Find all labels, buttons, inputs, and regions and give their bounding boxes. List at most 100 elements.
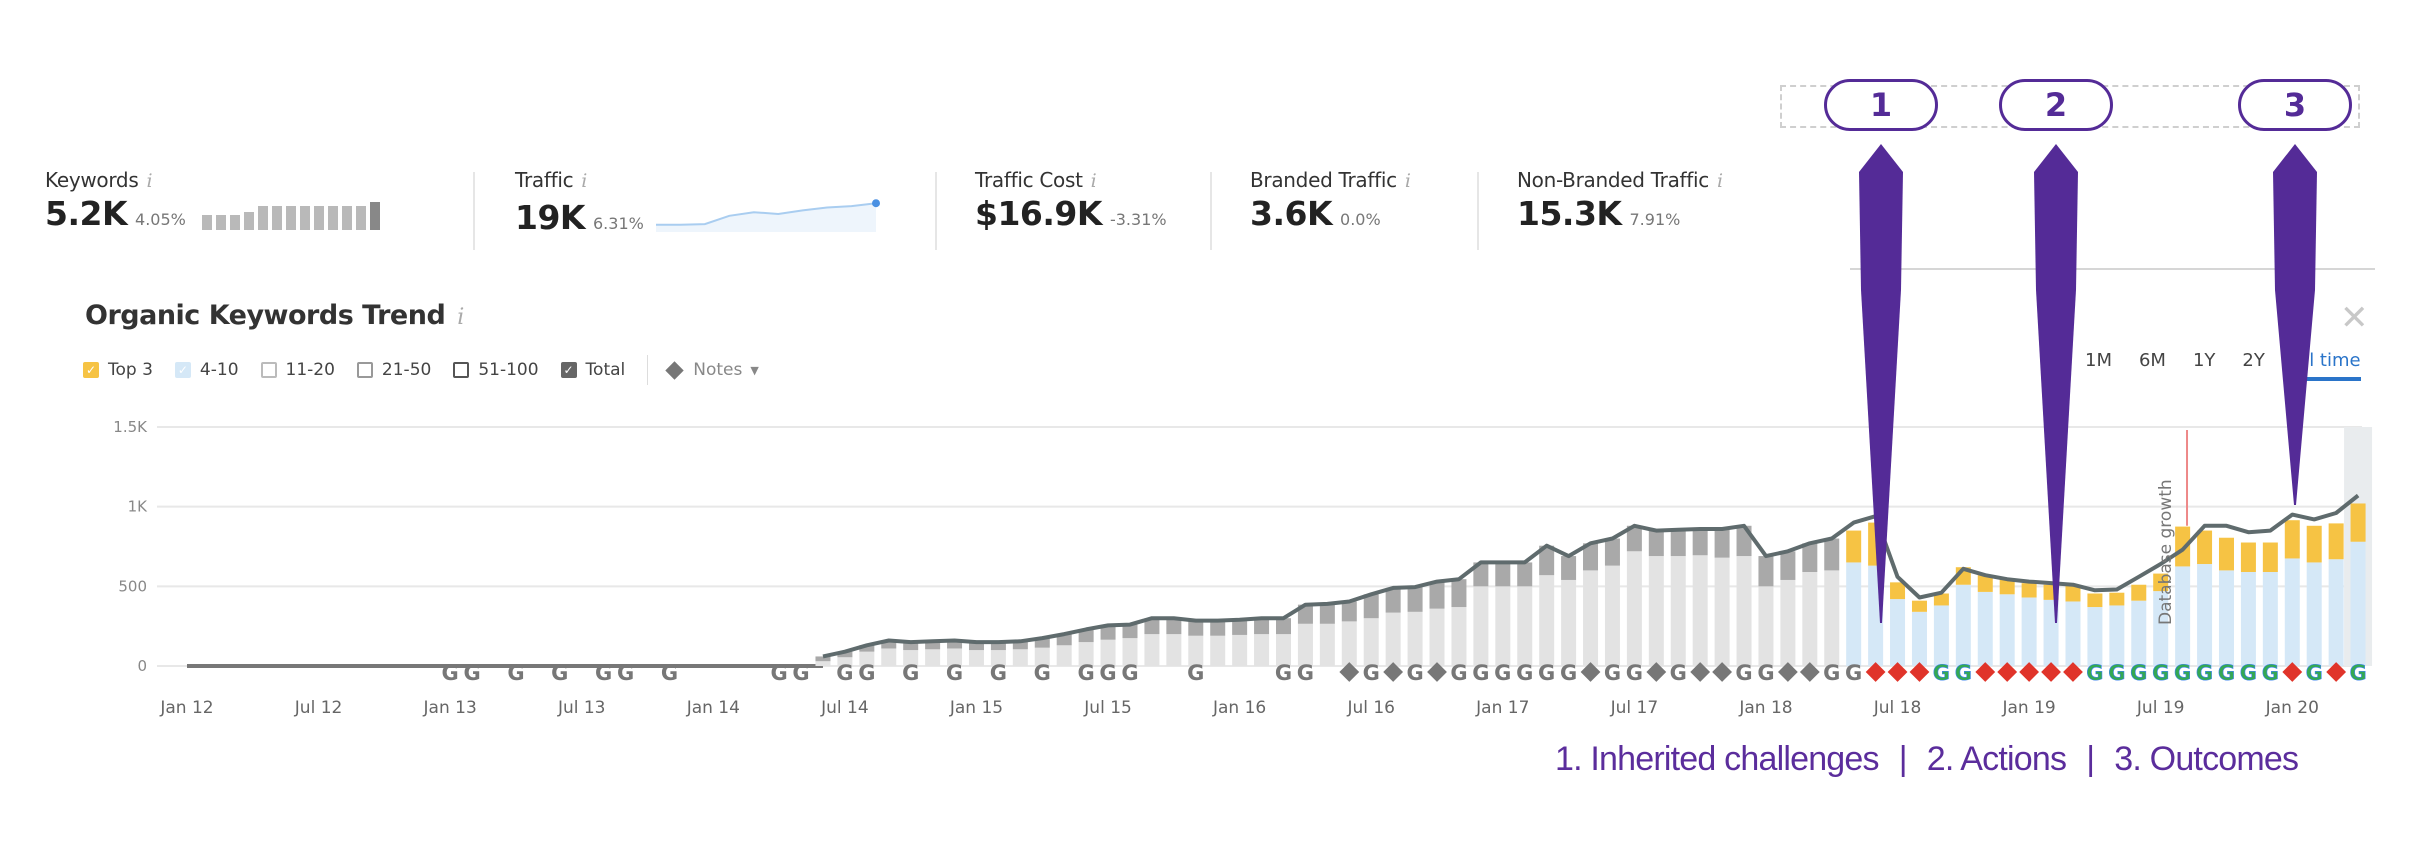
legend-4-10[interactable]: ✓ 4-10 — [174, 360, 239, 380]
close-icon[interactable]: ✕ — [2340, 298, 2369, 338]
google-update-marker[interactable]: G — [1187, 661, 1204, 685]
bar-other-light[interactable] — [1451, 607, 1467, 666]
bar-other-dark[interactable] — [815, 656, 831, 662]
bar-other-light[interactable] — [1144, 634, 1160, 666]
bar-other-dark[interactable] — [859, 645, 875, 652]
google-update-marker[interactable]: G — [442, 661, 459, 685]
bar-4-10[interactable] — [2109, 605, 2125, 666]
bar-4-10[interactable] — [1933, 605, 1949, 666]
bar-top3[interactable] — [2153, 573, 2169, 592]
google-update-marker[interactable]: G — [1099, 661, 1116, 685]
legend-11-20[interactable]: 11-20 — [260, 360, 335, 380]
google-update-marker[interactable]: G — [1297, 661, 1314, 685]
period-1y[interactable]: 1Y — [2192, 350, 2216, 371]
bar-other-light[interactable] — [1232, 634, 1248, 666]
bar-other-dark[interactable] — [1122, 624, 1138, 639]
bar-other-dark[interactable] — [1078, 629, 1094, 643]
bar-4-10[interactable] — [2328, 559, 2344, 666]
bar-other-light[interactable] — [1341, 621, 1357, 666]
bar-other-light[interactable] — [1583, 570, 1599, 666]
bar-other-light[interactable] — [1385, 612, 1401, 666]
bar-other-dark[interactable] — [968, 642, 984, 651]
checkbox-icon[interactable] — [453, 362, 470, 378]
bar-other-light[interactable] — [1078, 642, 1094, 666]
metric-non-branded-traffic[interactable]: Non-Branded Traffic i 15.3K 7.91% — [1517, 168, 1723, 232]
bar-top3[interactable] — [1890, 582, 1906, 600]
bar-other-dark[interactable] — [1517, 562, 1533, 587]
bar-4-10[interactable] — [2284, 558, 2300, 666]
bar-other-dark[interactable] — [903, 642, 919, 651]
bar-4-10[interactable] — [1955, 584, 1971, 666]
notes-dropdown[interactable]: Notes ▼ — [665, 360, 759, 380]
legend-total[interactable]: ✓ Total — [560, 360, 625, 380]
bar-other-light[interactable] — [947, 648, 963, 666]
bar-other-light[interactable] — [1363, 618, 1379, 666]
google-update-marker[interactable]: G — [1078, 661, 1095, 685]
bar-other-light[interactable] — [1517, 586, 1533, 666]
bar-other-dark[interactable] — [1583, 543, 1599, 571]
note-diamond-marker[interactable] — [1383, 662, 1404, 682]
bar-other-light[interactable] — [1254, 634, 1270, 666]
bar-other-light[interactable] — [968, 650, 984, 666]
google-update-marker[interactable]: G — [1823, 661, 1840, 685]
google-update-marker[interactable]: G — [1516, 661, 1533, 685]
bar-4-10[interactable] — [2175, 566, 2191, 666]
bar-other-light[interactable] — [1692, 555, 1708, 666]
bar-other-dark[interactable] — [925, 641, 941, 650]
bar-4-10[interactable] — [2087, 607, 2103, 666]
bar-top3[interactable] — [2328, 523, 2344, 560]
google-update-marker[interactable]: G — [595, 661, 612, 685]
bar-other-light[interactable] — [1539, 575, 1555, 666]
google-update-marker[interactable]: G — [551, 661, 568, 685]
info-icon[interactable]: i — [1717, 170, 1723, 192]
note-diamond-marker[interactable] — [2326, 662, 2347, 682]
bar-other-dark[interactable] — [1626, 525, 1642, 552]
bar-other-dark[interactable] — [1254, 618, 1270, 635]
bar-top3[interactable] — [2065, 585, 2081, 602]
bar-top3[interactable] — [2197, 530, 2213, 565]
bar-other-dark[interactable] — [1407, 587, 1423, 612]
google-update-marker[interactable]: G — [770, 661, 787, 685]
note-diamond-marker[interactable] — [1909, 662, 1930, 682]
metric-traffic-cost[interactable]: Traffic Cost i $16.9K -3.31% — [975, 168, 1167, 232]
google-update-marker[interactable]: G — [1845, 661, 1862, 685]
bar-other-light[interactable] — [815, 661, 831, 666]
bar-4-10[interactable] — [2240, 571, 2256, 666]
bar-other-light[interactable] — [1670, 556, 1686, 666]
google-update-marker[interactable]: G — [1275, 661, 1292, 685]
google-update-marker[interactable]: G — [617, 661, 634, 685]
bar-other-dark[interactable] — [1144, 618, 1160, 635]
bar-other-dark[interactable] — [1012, 641, 1028, 650]
bar-top3[interactable] — [2109, 592, 2125, 606]
note-diamond-marker[interactable] — [1777, 662, 1798, 682]
google-update-marker[interactable]: G — [2349, 661, 2367, 686]
bar-other-dark[interactable] — [837, 651, 853, 658]
bar-other-dark[interactable] — [1319, 603, 1335, 624]
bar-other-light[interactable] — [1714, 557, 1730, 666]
note-diamond-marker[interactable] — [1690, 662, 1711, 682]
bar-4-10[interactable] — [2131, 600, 2147, 666]
bar-other-light[interactable] — [1210, 635, 1226, 666]
google-update-marker[interactable]: G — [1670, 661, 1687, 685]
bar-4-10[interactable] — [2262, 571, 2278, 666]
google-update-marker[interactable]: G — [946, 661, 963, 685]
bar-other-dark[interactable] — [1780, 551, 1796, 580]
google-update-marker[interactable]: G — [1121, 661, 1138, 685]
bar-top3[interactable] — [2262, 542, 2278, 572]
bar-4-10[interactable] — [1999, 594, 2015, 666]
bar-other-light[interactable] — [1166, 634, 1182, 666]
bar-other-light[interactable] — [1276, 634, 1291, 666]
bar-top3[interactable] — [2021, 583, 2037, 598]
bar-other-dark[interactable] — [990, 642, 1006, 651]
bar-other-light[interactable] — [903, 650, 919, 666]
bar-other-dark[interactable] — [1824, 538, 1840, 571]
bar-top3[interactable] — [2175, 526, 2191, 567]
note-diamond-marker[interactable] — [1580, 662, 1601, 682]
bar-other-dark[interactable] — [1495, 562, 1511, 587]
bar-other-dark[interactable] — [881, 640, 897, 649]
bar-other-dark[interactable] — [1034, 638, 1050, 648]
bar-4-10[interactable] — [1846, 562, 1862, 666]
info-icon[interactable]: i — [146, 170, 153, 192]
bar-other-light[interactable] — [1473, 586, 1489, 666]
bar-other-dark[interactable] — [1451, 579, 1467, 608]
